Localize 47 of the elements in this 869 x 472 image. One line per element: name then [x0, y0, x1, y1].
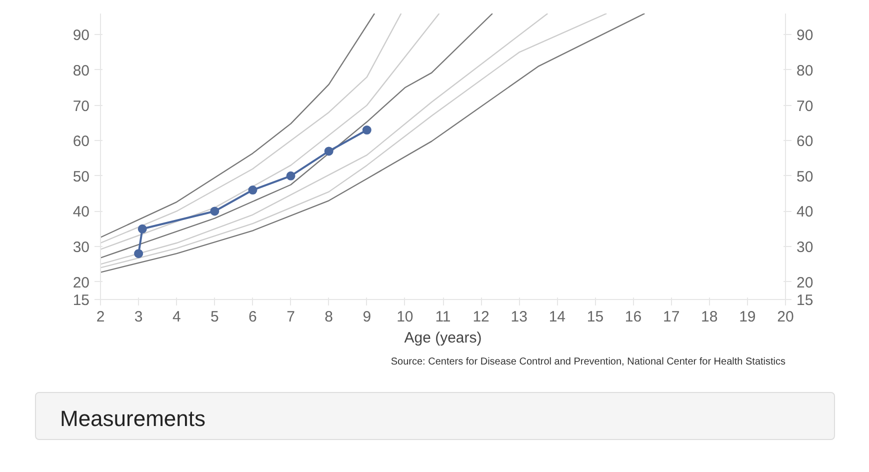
- x-tick-label: 5: [210, 308, 219, 326]
- point: [138, 224, 147, 234]
- y2-tick-label: 20: [796, 274, 814, 292]
- y-tick-label: 20: [72, 274, 90, 292]
- x-tick-label: 16: [624, 308, 642, 326]
- x-tick-label: 18: [701, 308, 718, 326]
- y-tick-label: 90: [72, 27, 90, 44]
- x-tick-label: 3: [134, 308, 143, 326]
- point: [248, 186, 258, 195]
- x-tick-label: 15: [586, 308, 604, 326]
- x-tick-label: 11: [435, 308, 451, 326]
- y2-tick-label: 50: [796, 168, 814, 186]
- y-tick-label: 40: [72, 204, 90, 221]
- point: [134, 249, 144, 258]
- point: [286, 171, 296, 180]
- x-tick-label: 19: [739, 308, 756, 326]
- point: [324, 146, 334, 156]
- x-tick-label: 12: [472, 308, 490, 326]
- x-tick-label: 8: [324, 308, 334, 326]
- y2-tick-label: 80: [796, 62, 814, 80]
- y2-tick-label: 70: [796, 98, 814, 115]
- x-tick-label: 13: [510, 308, 528, 326]
- x-tick-label: 6: [248, 308, 257, 326]
- y-tick-label: 60: [72, 133, 90, 150]
- x-axis-title: Age (years): [404, 330, 482, 346]
- x-tick-label: 2: [96, 308, 105, 326]
- y2-tick-label: 40: [796, 204, 814, 221]
- x-tick-label: 14: [548, 308, 566, 326]
- x-tick-label: 9: [362, 308, 372, 326]
- x-tick-label: 20: [777, 308, 794, 326]
- x-tick-label: 7: [286, 308, 295, 326]
- point: [210, 206, 220, 216]
- x-tick-label: 10: [396, 308, 414, 326]
- y-tick-label: 50: [72, 168, 90, 186]
- y2-tick-label: 30: [796, 239, 814, 256]
- y-tick-label: 15: [72, 292, 90, 309]
- y-tick-label: 80: [72, 62, 90, 80]
- y2-tick-label: 90: [796, 27, 814, 44]
- source-note: Source: Centers for Disease Control and Prevention, National Center for Health Statistics: [390, 356, 786, 368]
- x-tick-label: 17: [662, 308, 680, 326]
- text: Measurements: [59, 405, 207, 433]
- y-tick-label: 30: [72, 239, 90, 256]
- point: [362, 126, 372, 135]
- y-tick-label: 70: [72, 98, 90, 115]
- y2-tick-label: 60: [796, 133, 814, 150]
- x-tick-label: 4: [172, 308, 181, 326]
- y2-tick-label: 15: [796, 292, 814, 309]
